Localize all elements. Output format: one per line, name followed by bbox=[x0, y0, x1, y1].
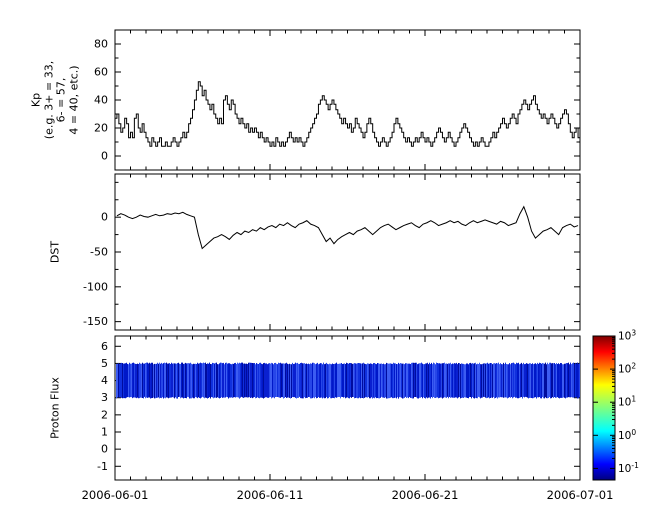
dst-ytick-label: -100 bbox=[83, 280, 108, 293]
colorbar-tick-label: 101 bbox=[618, 395, 636, 409]
proton_flux-ytick-label: -1 bbox=[97, 460, 108, 473]
proton_flux-ytick-label: 6 bbox=[101, 340, 108, 353]
dst-ytick-label: -50 bbox=[90, 246, 108, 259]
colorbar-tick-label: 103 bbox=[618, 329, 636, 343]
kp-ytick-label: 20 bbox=[94, 122, 108, 135]
colorbar-tick-label: 10-1 bbox=[618, 461, 639, 475]
x-tick-label: 2006-06-21 bbox=[392, 488, 459, 502]
proton_flux-panel: -1 0 1 2 3 4 5 6 bbox=[97, 335, 581, 481]
x-tick-label: 2006-06-01 bbox=[82, 488, 149, 502]
proton_flux-frame bbox=[114, 335, 581, 481]
colorbar-tick-label: 102 bbox=[618, 362, 636, 376]
kp-series-line bbox=[115, 81, 580, 147]
kp-frame bbox=[114, 29, 581, 171]
proton_flux-ytick-label: 1 bbox=[101, 426, 108, 439]
kp-ytick-label: 40 bbox=[94, 94, 108, 107]
colorbar bbox=[592, 335, 616, 481]
proton_flux-ytick-label: 5 bbox=[101, 357, 108, 370]
dst-series-line bbox=[116, 205, 579, 250]
dst-frame bbox=[114, 173, 581, 331]
dst-panel: 0 -50 -100 -150 bbox=[83, 173, 581, 331]
x-tick-label: 2006-06-11 bbox=[237, 488, 304, 502]
kp-ytick-label: 0 bbox=[101, 150, 108, 163]
kp-ytick-label: 60 bbox=[94, 66, 108, 79]
proton_flux-ytick-label: 2 bbox=[101, 408, 108, 421]
dst-ytick-label: 0 bbox=[101, 211, 108, 224]
colorbar-tick-label: 100 bbox=[618, 428, 636, 442]
kp-ytick-label: 80 bbox=[94, 38, 108, 51]
proton_flux-ytick-label: 3 bbox=[101, 391, 108, 404]
proton_flux-ytick-label: 4 bbox=[101, 374, 108, 387]
dst-ytick-label: -150 bbox=[83, 315, 108, 328]
proton-flux-band bbox=[116, 362, 580, 399]
proton_flux-ytick-label: 0 bbox=[101, 443, 108, 456]
x-tick-label: 2006-07-01 bbox=[547, 488, 614, 502]
kp-panel: 0 20 40 60 80 bbox=[94, 29, 581, 171]
